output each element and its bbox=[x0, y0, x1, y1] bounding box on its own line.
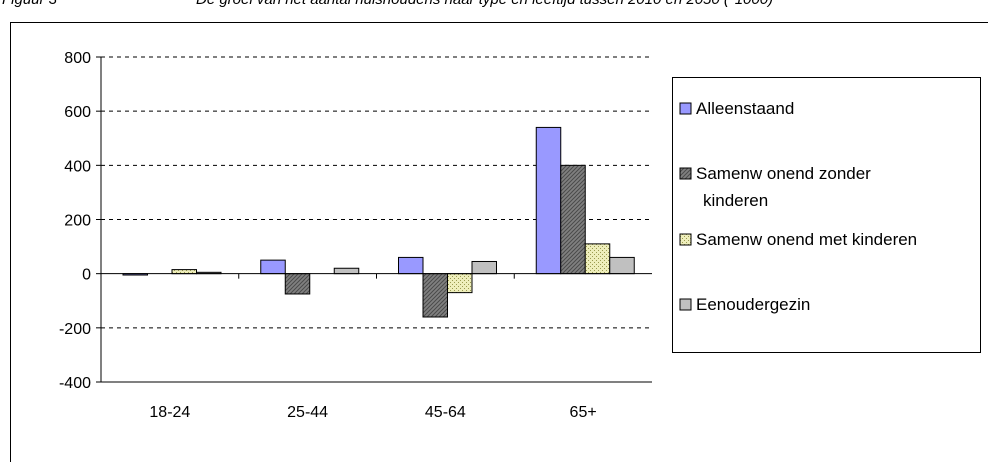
y-tick-label: 600 bbox=[64, 104, 91, 121]
axes bbox=[96, 56, 652, 383]
legend-swatch bbox=[679, 233, 692, 246]
bar-eenoudergezin-25-44 bbox=[333, 267, 360, 275]
bar-samenwonend-zonder-kinderen-45-64 bbox=[422, 273, 448, 318]
y-tick-labels: -400 -200 0 200 400 600 800 bbox=[59, 50, 91, 392]
bars bbox=[122, 126, 635, 318]
legend-label: Samenw onend met kinderen bbox=[696, 230, 917, 249]
figure-label: Figuur 3 bbox=[2, 0, 57, 8]
bar-samenwonend-met-kinderen-18-24 bbox=[171, 269, 197, 275]
bar-samenwonend-zonder-kinderen-65+ bbox=[560, 164, 586, 275]
bar-alleenstaand-25-44 bbox=[260, 259, 286, 275]
x-tick-label: 65+ bbox=[570, 404, 597, 421]
bar-samenwonend-met-kinderen-65+ bbox=[584, 243, 611, 275]
y-tick-label: -400 bbox=[59, 375, 91, 392]
legend-label: Eenoudergezin bbox=[696, 295, 810, 314]
figure-title: De groei van het aantal huishoudens naar… bbox=[196, 0, 773, 8]
y-tick-label: 800 bbox=[64, 50, 91, 67]
bar-eenoudergezin-45-64 bbox=[471, 260, 497, 275]
x-tick-labels: 18-24 25-44 45-64 65+ bbox=[149, 404, 596, 421]
bar-alleenstaand-65+ bbox=[535, 126, 562, 275]
legend-label: Alleenstaand bbox=[696, 99, 794, 118]
y-tick-label: 0 bbox=[82, 267, 91, 284]
x-tick-label: 45-64 bbox=[425, 404, 466, 421]
x-tick-label: 25-44 bbox=[287, 404, 328, 421]
legend-box bbox=[672, 77, 981, 353]
y-tick-label: -200 bbox=[59, 321, 91, 338]
bar-alleenstaand-45-64 bbox=[398, 256, 424, 275]
legend-swatch bbox=[679, 167, 692, 180]
legend: Alleenstaand Samenw onend zonder kinderen S… bbox=[672, 77, 981, 353]
legend-swatch bbox=[679, 102, 692, 115]
chart-frame bbox=[10, 22, 988, 462]
bar-eenoudergezin-65+ bbox=[609, 256, 635, 275]
bar-samenwonend-met-kinderen-45-64 bbox=[447, 273, 473, 294]
bar-samenwonend-zonder-kinderen-25-44 bbox=[284, 273, 311, 295]
figure-caption: Figuur 3 De groei van het aantal huishou… bbox=[0, 0, 988, 13]
y-tick-label: 400 bbox=[64, 158, 91, 175]
x-tick-label: 18-24 bbox=[149, 404, 190, 421]
legend-label: Samenw onend zonder kinderen bbox=[696, 164, 871, 210]
legend-swatch bbox=[679, 298, 692, 311]
y-tick-label: 200 bbox=[64, 213, 91, 230]
